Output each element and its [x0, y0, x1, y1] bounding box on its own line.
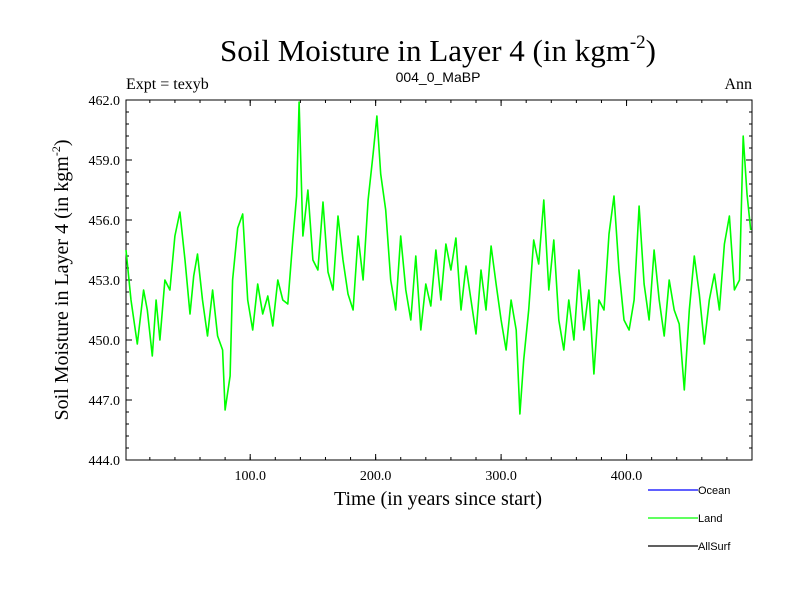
plot-area: 444.0 447.0 450.0 453.0 456.0 459.0 462.0 100.…	[89, 94, 753, 484]
legend-label-ocean: Ocean	[698, 485, 730, 497]
legend: Ocean Land AllSurf	[648, 485, 731, 553]
subtitle-right: Ann	[724, 76, 752, 93]
y-axis-ticks: 444.0 447.0 450.0 453.0 456.0 459.0 462.0	[89, 94, 752, 469]
y-axis-label-main: Soil Moisture in Layer 4 (in kgm	[51, 156, 73, 421]
chart-title-close: )	[646, 33, 656, 68]
y-axis-label: Soil Moisture in Layer 4 (in kgm-2)	[49, 139, 73, 420]
chart-title-sup: -2	[630, 32, 646, 53]
y-axis-label-close: )	[51, 139, 73, 146]
y-tick-label: 453.0	[89, 274, 121, 289]
y-tick-label: 444.0	[89, 454, 121, 469]
y-tick-label: 447.0	[89, 394, 121, 409]
chart-title-main: Soil Moisture in Layer 4 (in kgm	[220, 33, 630, 68]
x-axis-label: Time (in years since start)	[334, 488, 542, 510]
series-line-land	[125, 101, 752, 415]
y-tick-label: 459.0	[89, 154, 121, 169]
y-tick-label: 456.0	[89, 214, 121, 229]
subtitle-center: 004_0_MaBP	[396, 69, 481, 85]
x-axis-ticks: 100.0 200.0 300.0 400.0	[149, 100, 753, 484]
x-tick-label: 100.0	[234, 469, 266, 484]
x-tick-label: 200.0	[360, 469, 392, 484]
subtitle-left: Expt = texyb	[126, 76, 209, 93]
legend-label-allsurf: AllSurf	[698, 541, 731, 553]
y-axis-label-sup: -2	[49, 146, 63, 156]
x-tick-label: 400.0	[611, 469, 643, 484]
chart-title: Soil Moisture in Layer 4 (in kgm-2)	[220, 32, 656, 68]
y-tick-label: 450.0	[89, 334, 121, 349]
x-tick-label: 300.0	[485, 469, 517, 484]
series-lines	[125, 101, 752, 415]
y-tick-label: 462.0	[89, 94, 121, 109]
legend-label-land: Land	[698, 513, 722, 525]
